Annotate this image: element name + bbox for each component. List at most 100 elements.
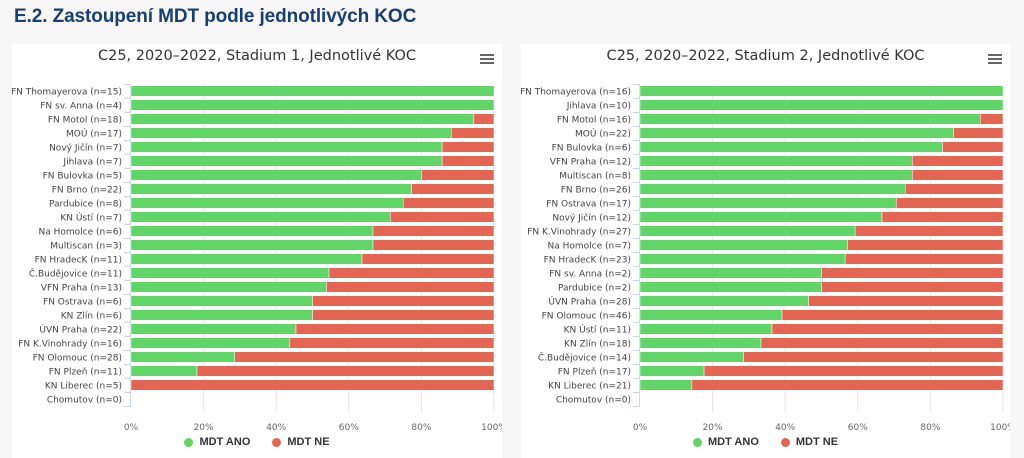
bar-mdt-ne[interactable] bbox=[130, 379, 495, 391]
bar-mdt-ano[interactable] bbox=[130, 267, 330, 279]
bar-mdt-ano[interactable] bbox=[639, 281, 822, 293]
bar-mdt-ne[interactable] bbox=[760, 337, 1004, 349]
bar-mdt-ano[interactable] bbox=[130, 225, 374, 237]
chart-menu-button[interactable] bbox=[480, 54, 494, 66]
bar-mdt-ne[interactable] bbox=[953, 127, 1004, 139]
category-label: FN Plzeň (n=11) bbox=[49, 366, 122, 377]
x-tick-label: 20% bbox=[194, 423, 214, 433]
bar-mdt-ne[interactable] bbox=[451, 127, 495, 139]
bar-mdt-ne[interactable] bbox=[234, 351, 495, 363]
bar-mdt-ne[interactable] bbox=[844, 253, 1004, 265]
bar-mdt-ano[interactable] bbox=[639, 239, 848, 251]
bar-mdt-ano[interactable] bbox=[130, 239, 374, 251]
bar-mdt-ne[interactable] bbox=[905, 183, 1004, 195]
bar-mdt-ano[interactable] bbox=[130, 85, 495, 97]
bar-mdt-ne[interactable] bbox=[808, 295, 1004, 307]
bar-mdt-ano[interactable] bbox=[639, 183, 906, 195]
page-heading: E.2. Zastoupení MDT podle jednotlivých K… bbox=[14, 6, 417, 27]
bar-mdt-ne[interactable] bbox=[441, 155, 495, 167]
bar-mdt-ne[interactable] bbox=[821, 267, 1004, 279]
bar-mdt-ano[interactable] bbox=[130, 295, 313, 307]
bar-mdt-ano[interactable] bbox=[639, 267, 822, 279]
bar-mdt-ano[interactable] bbox=[639, 113, 981, 125]
bar-mdt-ano[interactable] bbox=[639, 337, 762, 349]
bar-mdt-ne[interactable] bbox=[942, 141, 1004, 153]
bar-mdt-ano[interactable] bbox=[639, 85, 1004, 97]
bar-mdt-ne[interactable] bbox=[980, 113, 1004, 125]
legend-item-mdt-ano[interactable]: MDT ANO bbox=[692, 436, 759, 448]
bar-mdt-ano[interactable] bbox=[639, 379, 693, 391]
legend-item-mdt-ne[interactable]: MDT NE bbox=[272, 436, 330, 448]
category-label: Pardubice (n=8) bbox=[49, 199, 122, 209]
bar-mdt-ne[interactable] bbox=[372, 225, 495, 237]
bar-mdt-ne[interactable] bbox=[854, 225, 1004, 237]
bar-mdt-ano[interactable] bbox=[639, 99, 1004, 111]
bar-mdt-ne[interactable] bbox=[196, 365, 495, 377]
bar-mdt-ne[interactable] bbox=[411, 183, 495, 195]
legend-item-mdt-ne[interactable]: MDT NE bbox=[780, 436, 838, 448]
category-label: ÚVN Praha (n=22) bbox=[39, 323, 122, 335]
bar-mdt-ne[interactable] bbox=[328, 267, 495, 279]
bar-mdt-ne[interactable] bbox=[295, 323, 495, 335]
bar-mdt-ano[interactable] bbox=[130, 281, 327, 293]
category-label: Nový Jičín (n=12) bbox=[552, 212, 631, 223]
bar-mdt-ano[interactable] bbox=[639, 295, 809, 307]
category-label: KN Liberec (n=5) bbox=[45, 381, 122, 391]
bar-mdt-ano[interactable] bbox=[130, 99, 495, 111]
bar-mdt-ne[interactable] bbox=[473, 113, 495, 125]
bar-mdt-ano[interactable] bbox=[130, 365, 198, 377]
bar-mdt-ano[interactable] bbox=[130, 197, 404, 209]
bar-mdt-ano[interactable] bbox=[639, 169, 913, 181]
bar-mdt-ne[interactable] bbox=[703, 365, 1004, 377]
bar-mdt-ano[interactable] bbox=[130, 337, 291, 349]
x-tick-label: 20% bbox=[703, 423, 723, 433]
bar-mdt-ne[interactable] bbox=[441, 141, 495, 153]
bar-mdt-ne[interactable] bbox=[743, 351, 1004, 363]
bar-mdt-ano[interactable] bbox=[639, 155, 913, 167]
bar-mdt-ne[interactable] bbox=[312, 295, 495, 307]
category-label: Chomutov (n=0) bbox=[556, 395, 631, 405]
bar-mdt-ne[interactable] bbox=[771, 323, 1004, 335]
bar-mdt-ne[interactable] bbox=[403, 197, 495, 209]
bar-mdt-ne[interactable] bbox=[895, 197, 1004, 209]
bar-mdt-ne[interactable] bbox=[312, 309, 495, 321]
bar-mdt-ne[interactable] bbox=[912, 155, 1004, 167]
bar-mdt-ne[interactable] bbox=[421, 169, 495, 181]
bar-mdt-ne[interactable] bbox=[372, 239, 495, 251]
bar-mdt-ano[interactable] bbox=[130, 309, 313, 321]
bar-mdt-ano[interactable] bbox=[130, 155, 443, 167]
bar-mdt-ne[interactable] bbox=[847, 239, 1004, 251]
legend-item-mdt-ano[interactable]: MDT ANO bbox=[184, 436, 250, 448]
x-tick-label: 80% bbox=[411, 423, 431, 433]
bar-mdt-ne[interactable] bbox=[821, 281, 1004, 293]
bar-mdt-ano[interactable] bbox=[639, 309, 783, 321]
bar-mdt-ano[interactable] bbox=[639, 323, 773, 335]
bar-mdt-ano[interactable] bbox=[639, 225, 856, 237]
bar-mdt-ano[interactable] bbox=[130, 211, 391, 223]
bar-mdt-ne[interactable] bbox=[326, 281, 495, 293]
bar-mdt-ne[interactable] bbox=[881, 211, 1004, 223]
chart-menu-button[interactable] bbox=[988, 54, 1002, 66]
bar-mdt-ano[interactable] bbox=[639, 253, 846, 265]
bar-mdt-ano[interactable] bbox=[130, 253, 363, 265]
category-label: VFN Praha (n=12) bbox=[550, 157, 631, 167]
bar-mdt-ano[interactable] bbox=[130, 127, 452, 139]
bar-mdt-ne[interactable] bbox=[289, 337, 495, 349]
bar-mdt-ano[interactable] bbox=[130, 183, 412, 195]
bar-mdt-ne[interactable] bbox=[691, 379, 1004, 391]
bar-mdt-ne[interactable] bbox=[390, 211, 495, 223]
bar-mdt-ano[interactable] bbox=[130, 169, 422, 181]
bar-mdt-ano[interactable] bbox=[130, 141, 443, 153]
bar-mdt-ne[interactable] bbox=[781, 309, 1004, 321]
bar-mdt-ano[interactable] bbox=[130, 351, 235, 363]
bar-mdt-ano[interactable] bbox=[639, 351, 744, 363]
bar-mdt-ano[interactable] bbox=[639, 211, 883, 223]
bar-mdt-ano[interactable] bbox=[639, 365, 705, 377]
bar-mdt-ne[interactable] bbox=[361, 253, 495, 265]
bar-mdt-ano[interactable] bbox=[639, 127, 954, 139]
bar-mdt-ano[interactable] bbox=[130, 113, 475, 125]
bar-mdt-ano[interactable] bbox=[639, 141, 943, 153]
bar-mdt-ano[interactable] bbox=[639, 197, 897, 209]
bar-mdt-ano[interactable] bbox=[130, 323, 297, 335]
bar-mdt-ne[interactable] bbox=[912, 169, 1004, 181]
